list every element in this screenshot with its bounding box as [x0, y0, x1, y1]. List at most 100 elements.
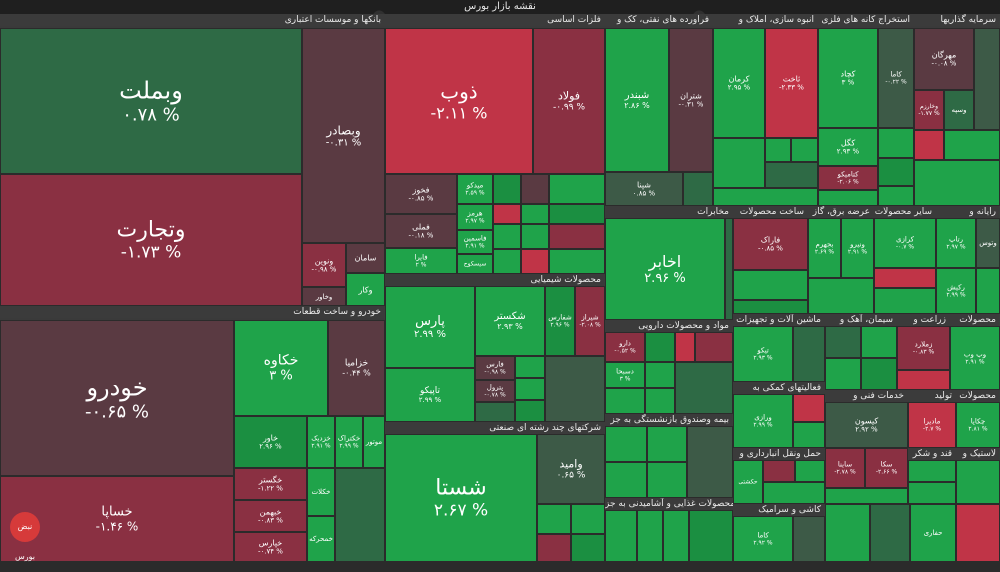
- tile-br-m2[interactable]: [870, 504, 910, 562]
- tile-ph-m1[interactable]: [605, 388, 645, 414]
- tile-metals-m4[interactable]: [493, 204, 521, 224]
- tile-ph-m3[interactable]: [645, 362, 675, 388]
- tile-ce-m1[interactable]: [825, 326, 861, 358]
- tile-metals-m7[interactable]: [493, 224, 521, 249]
- tile-vtoos[interactable]: وتوس: [976, 218, 1000, 268]
- tile-akhaber[interactable]: اخابر ۲.۹۶ %: [605, 218, 725, 320]
- tile-metals-m6[interactable]: [549, 204, 605, 224]
- tile-inv-m1[interactable]: [605, 426, 647, 462]
- tile-siskovh[interactable]: سیسکوح: [457, 254, 493, 274]
- tile-shatran[interactable]: شتران -۰.۳۱ %: [669, 28, 713, 172]
- tile-mc-m1[interactable]: [793, 326, 825, 382]
- tile-multi-m3[interactable]: [537, 534, 571, 562]
- tile-khkelat[interactable]: خکلات: [307, 468, 335, 516]
- tile-vnrou[interactable]: ونیرو ۲.۹۱ %: [841, 218, 874, 278]
- tile-hfaker[interactable]: حفاری: [910, 504, 956, 562]
- tile-ms-m1[interactable]: [825, 488, 908, 504]
- tile-multi-m1[interactable]: [537, 504, 571, 534]
- tile-food-m4[interactable]: [689, 510, 733, 562]
- tile-khsapa[interactable]: خساپا -۱.۴۶ %: [0, 476, 234, 562]
- tile-madira[interactable]: مادیرا -۲.۷ %: [908, 402, 956, 448]
- tile-fasimin[interactable]: فاسمین ۲.۹۱ %: [457, 230, 493, 254]
- tile-metals-m8[interactable]: [521, 224, 549, 249]
- tile-kmaden[interactable]: کتامیکو -۲.۰۶ %: [818, 166, 878, 190]
- tile-fkhoz[interactable]: فخوز -۰.۸۵ %: [385, 174, 457, 214]
- tile-chem-m1[interactable]: [475, 402, 515, 422]
- tile-vkharazm[interactable]: وخارزم -۱.۷۷ %: [914, 90, 944, 130]
- tile-el-m1[interactable]: [733, 270, 808, 300]
- tile-rtap[interactable]: رتاپ ۲.۹۷ %: [936, 218, 976, 268]
- tile-varzeri[interactable]: ورازی ۲.۹۹ %: [733, 394, 793, 448]
- tile-metals-m9[interactable]: [549, 224, 605, 249]
- tile-bld-m5[interactable]: [713, 188, 818, 206]
- tile-khavar[interactable]: خاور ۲.۹۶ %: [234, 416, 307, 468]
- tile-faira[interactable]: فایرا ۲ %: [385, 248, 457, 274]
- tile-khpars[interactable]: خپارس -۰.۷۴ %: [234, 532, 307, 562]
- tile-pars[interactable]: پارس ۲.۹۹ %: [385, 286, 475, 368]
- tile-shekastar[interactable]: شکستر ۲.۹۳ %: [475, 286, 545, 356]
- tile-metals-m10[interactable]: [493, 249, 521, 274]
- tile-kbama[interactable]: کاما ۲.۹۲ %: [733, 516, 793, 562]
- tile-bld-m1[interactable]: [713, 138, 765, 188]
- tile-kchad[interactable]: کچاد ۳ %: [818, 28, 878, 128]
- tile-tikmeh[interactable]: تیکو ۲.۹۳ %: [733, 326, 793, 382]
- tile-dorsa[interactable]: دارو -۰.۵۲ %: [605, 332, 645, 362]
- tile-vtejarat[interactable]: وتجارت -۱.۷۳ %: [0, 174, 302, 306]
- tile-tx-m1[interactable]: [956, 460, 1000, 504]
- tile-mehrgan[interactable]: مهرگان -۰.۰۸ %: [914, 28, 974, 90]
- tile-vbmellat[interactable]: وبملت ۰.۷۸ %: [0, 28, 302, 174]
- tile-ph-m2[interactable]: [645, 332, 675, 362]
- tile-chem-m3[interactable]: [515, 378, 545, 400]
- tile-vkar[interactable]: وکار: [346, 273, 385, 306]
- tile-kisoon[interactable]: کیسون ۲.۹۲ %: [825, 402, 908, 448]
- tile-fmli[interactable]: فملی -۰.۱۸ %: [385, 214, 457, 248]
- tile-inv-m5[interactable]: [647, 462, 687, 498]
- tile-metals-m11[interactable]: [521, 249, 549, 274]
- tile-auto-misc[interactable]: [335, 468, 385, 562]
- tile-inv-m4[interactable]: [605, 462, 647, 498]
- tile-hld-m4[interactable]: [914, 160, 1000, 206]
- tile-chakapa[interactable]: چکاپا ۲.۸۱ %: [956, 402, 1000, 448]
- tile-khktarak[interactable]: خکتراک ۲.۹۹ %: [335, 416, 363, 468]
- tile-kerazi[interactable]: کرازی -۰.۷ %: [874, 218, 936, 268]
- tile-dasbha[interactable]: دسبحا ۳ %: [605, 362, 645, 388]
- tile-vamid[interactable]: وامید ۰.۶۵ %: [537, 434, 605, 504]
- tile-sita[interactable]: ساینا -۲.۷۸ %: [825, 448, 865, 488]
- tile-inv-m3[interactable]: [687, 426, 733, 498]
- tile-ph-m5[interactable]: [675, 332, 695, 362]
- tile-khakave[interactable]: خکاوه ۳ %: [234, 320, 328, 416]
- tile-su-m1[interactable]: [908, 460, 956, 482]
- tile-khzdid[interactable]: خزدیک ۲.۹۱ %: [307, 416, 335, 468]
- tile-rkish[interactable]: رکیش ۲.۹۹ %: [936, 268, 976, 314]
- tile-cp-m1[interactable]: [976, 268, 1000, 314]
- tile-khmoh[interactable]: خمحرکه: [307, 516, 335, 562]
- tile-vtapi[interactable]: وپ وب ۲.۹۱ %: [950, 326, 1000, 390]
- tile-karman[interactable]: کرمان ۲.۹۵ %: [713, 28, 765, 138]
- tile-ti-m1[interactable]: [793, 516, 825, 562]
- tile-food-m3[interactable]: [663, 510, 689, 562]
- tile-saman[interactable]: سامان: [346, 243, 385, 273]
- tile-ph-m4[interactable]: [645, 388, 675, 414]
- tile-food-m2[interactable]: [637, 510, 663, 562]
- tile-shiras[interactable]: شیراز -۲.۰۸ %: [575, 286, 605, 356]
- tile-fi-m1[interactable]: [793, 394, 825, 422]
- tile-fa-m1[interactable]: [897, 370, 950, 390]
- tile-vbsader[interactable]: وبصادر -۰.۳۱ %: [302, 28, 385, 243]
- tile-bld-m2[interactable]: [765, 138, 791, 162]
- tile-multi-m2[interactable]: [571, 504, 605, 534]
- tile-kgol[interactable]: کگل ۲.۹۳ %: [818, 128, 878, 166]
- tile-hld-m3[interactable]: [944, 130, 1000, 160]
- tile-petrol[interactable]: پترول -۰.۷۸ %: [475, 380, 515, 402]
- tile-oil-m1[interactable]: [683, 172, 713, 206]
- tile-el-m2[interactable]: [733, 300, 808, 314]
- tile-fars[interactable]: فارس -۰.۹۸ %: [475, 356, 515, 380]
- tile-khzamia[interactable]: خزامیا -۰.۴۴ %: [328, 320, 385, 416]
- tile-shebandar[interactable]: شبندر ۲.۸۶ %: [605, 28, 669, 172]
- tile-metals-m12[interactable]: [549, 249, 605, 274]
- tile-hld-m1[interactable]: [974, 28, 1000, 130]
- tile-su-m2[interactable]: [908, 482, 956, 504]
- tile-br-m3[interactable]: [956, 504, 1000, 562]
- tile-shasta[interactable]: شستا ۲.۶۷ %: [385, 434, 537, 562]
- tile-tapiko[interactable]: تاپیکو ۲.۹۹ %: [385, 368, 475, 422]
- tile-sakht[interactable]: ثاخت -۲.۳۳ %: [765, 28, 818, 138]
